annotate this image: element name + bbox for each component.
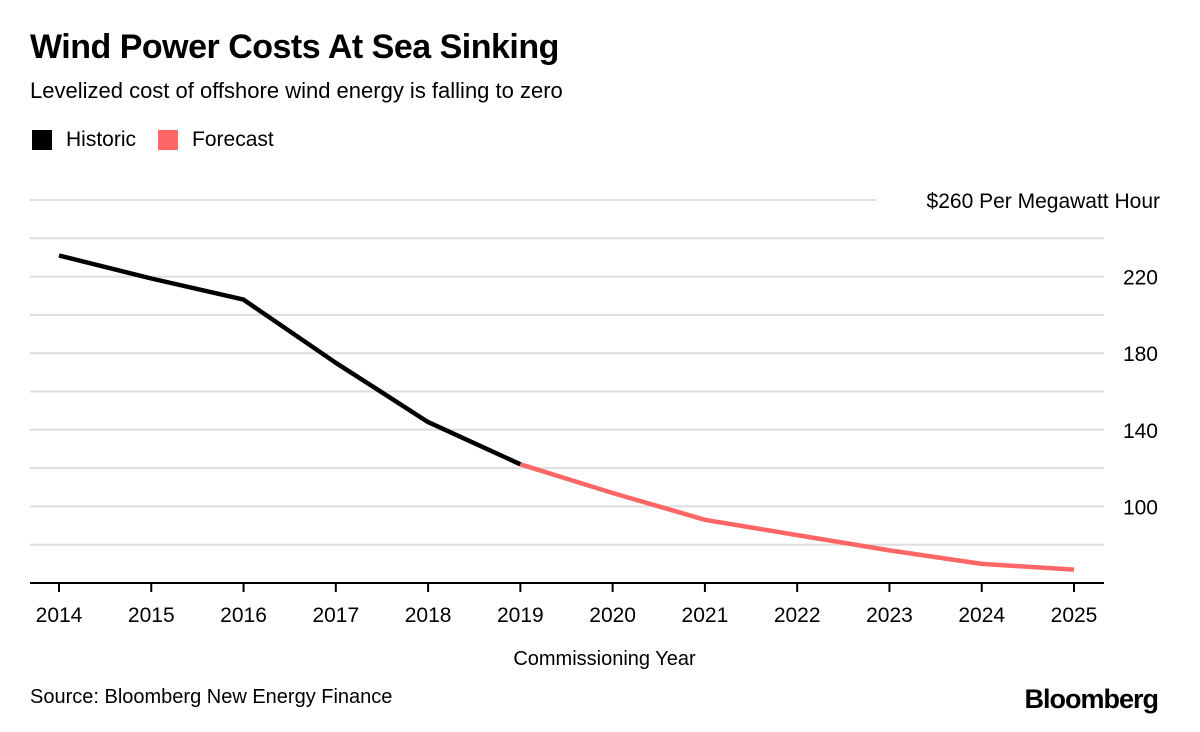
x-tick-label: 2014 — [36, 604, 83, 627]
x-tick-label: 2023 — [866, 604, 913, 627]
x-tick-label: 2018 — [405, 604, 452, 627]
legend: Historic Forecast — [32, 128, 296, 152]
legend-item-historic: Historic — [32, 128, 136, 152]
y-tick-label: $260 Per Megawatt Hour — [927, 190, 1160, 213]
chart-subtitle: Levelized cost of offshore wind energy i… — [30, 78, 563, 103]
x-tick-label: 2024 — [958, 604, 1005, 627]
chart-title: Wind Power Costs At Sea Sinking — [30, 28, 559, 66]
y-tick-label: 100 — [1123, 496, 1158, 519]
y-tick-label: 220 — [1123, 267, 1158, 290]
series-line-forecast — [519, 462, 1075, 572]
x-tick-label: 2017 — [312, 604, 359, 627]
bloomberg-logo: Bloomberg — [1024, 684, 1159, 714]
x-tick-label: 2015 — [128, 604, 175, 627]
x-axis-label: Commissioning Year — [513, 648, 696, 670]
x-tick-label: 2021 — [682, 604, 729, 627]
y-tick-label: 140 — [1123, 420, 1158, 443]
legend-swatch-historic — [32, 130, 52, 150]
x-tick-label: 2016 — [220, 604, 267, 627]
series-line-historic — [58, 253, 522, 467]
legend-item-forecast: Forecast — [158, 128, 274, 152]
x-tick-label: 2025 — [1051, 604, 1098, 627]
legend-swatch-forecast — [158, 130, 179, 150]
x-tick-label: 2020 — [589, 604, 636, 627]
legend-label-forecast: Forecast — [192, 128, 274, 151]
source-note: Source: Bloomberg New Energy Finance — [30, 686, 393, 708]
legend-label-historic: Historic — [66, 128, 137, 151]
y-tick-label: 180 — [1123, 343, 1158, 366]
x-tick-label: 2022 — [774, 604, 821, 627]
x-tick-label: 2019 — [497, 604, 544, 627]
